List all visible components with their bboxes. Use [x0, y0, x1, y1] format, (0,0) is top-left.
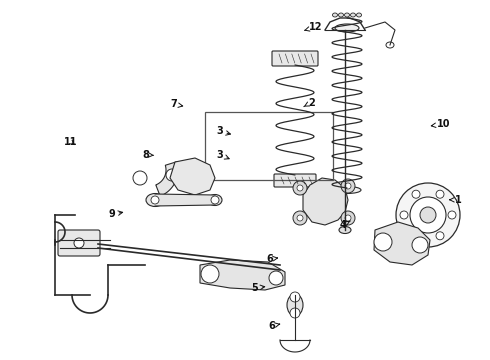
- Circle shape: [297, 185, 303, 191]
- Text: 1: 1: [450, 195, 462, 205]
- Text: 8: 8: [143, 150, 154, 160]
- Text: 6: 6: [269, 321, 280, 331]
- Ellipse shape: [333, 13, 338, 17]
- Ellipse shape: [333, 186, 361, 194]
- Bar: [205, 112, 333, 180]
- Text: 9: 9: [108, 209, 122, 219]
- Circle shape: [400, 211, 408, 219]
- Circle shape: [293, 181, 307, 195]
- Polygon shape: [156, 162, 178, 196]
- Circle shape: [374, 233, 392, 251]
- Polygon shape: [154, 194, 216, 206]
- Text: 2: 2: [304, 98, 315, 108]
- Text: 11: 11: [64, 137, 78, 147]
- FancyBboxPatch shape: [272, 51, 318, 66]
- Ellipse shape: [350, 13, 356, 17]
- Circle shape: [166, 169, 178, 181]
- Circle shape: [412, 190, 420, 198]
- Ellipse shape: [287, 294, 303, 316]
- Ellipse shape: [386, 42, 394, 48]
- Text: 5: 5: [251, 283, 265, 293]
- Circle shape: [412, 232, 420, 240]
- Text: 7: 7: [171, 99, 183, 109]
- Text: 6: 6: [266, 254, 277, 264]
- Circle shape: [297, 215, 303, 221]
- Circle shape: [269, 271, 283, 285]
- Ellipse shape: [344, 13, 349, 17]
- Text: 3: 3: [216, 150, 229, 160]
- Circle shape: [410, 197, 446, 233]
- Circle shape: [293, 211, 307, 225]
- Circle shape: [345, 215, 351, 221]
- Circle shape: [133, 171, 147, 185]
- Polygon shape: [200, 260, 285, 290]
- FancyBboxPatch shape: [274, 174, 316, 187]
- Ellipse shape: [146, 194, 164, 207]
- Ellipse shape: [357, 13, 362, 17]
- Ellipse shape: [208, 194, 222, 206]
- Polygon shape: [303, 178, 348, 225]
- Circle shape: [211, 196, 219, 204]
- Text: 12: 12: [305, 22, 323, 32]
- Circle shape: [151, 196, 159, 204]
- Circle shape: [436, 232, 444, 240]
- Circle shape: [448, 211, 456, 219]
- Circle shape: [290, 292, 300, 302]
- Circle shape: [341, 211, 355, 225]
- Ellipse shape: [339, 13, 343, 17]
- Polygon shape: [170, 158, 215, 195]
- Circle shape: [396, 183, 460, 247]
- Circle shape: [436, 190, 444, 198]
- FancyBboxPatch shape: [58, 230, 100, 256]
- Text: 4: 4: [340, 220, 350, 230]
- Circle shape: [290, 308, 300, 318]
- Ellipse shape: [335, 24, 359, 32]
- Circle shape: [341, 179, 355, 193]
- Circle shape: [345, 183, 351, 189]
- Ellipse shape: [339, 226, 351, 234]
- Polygon shape: [374, 222, 430, 265]
- Circle shape: [412, 237, 428, 253]
- Text: 10: 10: [431, 119, 450, 129]
- Circle shape: [74, 238, 84, 248]
- Text: 3: 3: [216, 126, 230, 136]
- Circle shape: [420, 207, 436, 223]
- Circle shape: [201, 265, 219, 283]
